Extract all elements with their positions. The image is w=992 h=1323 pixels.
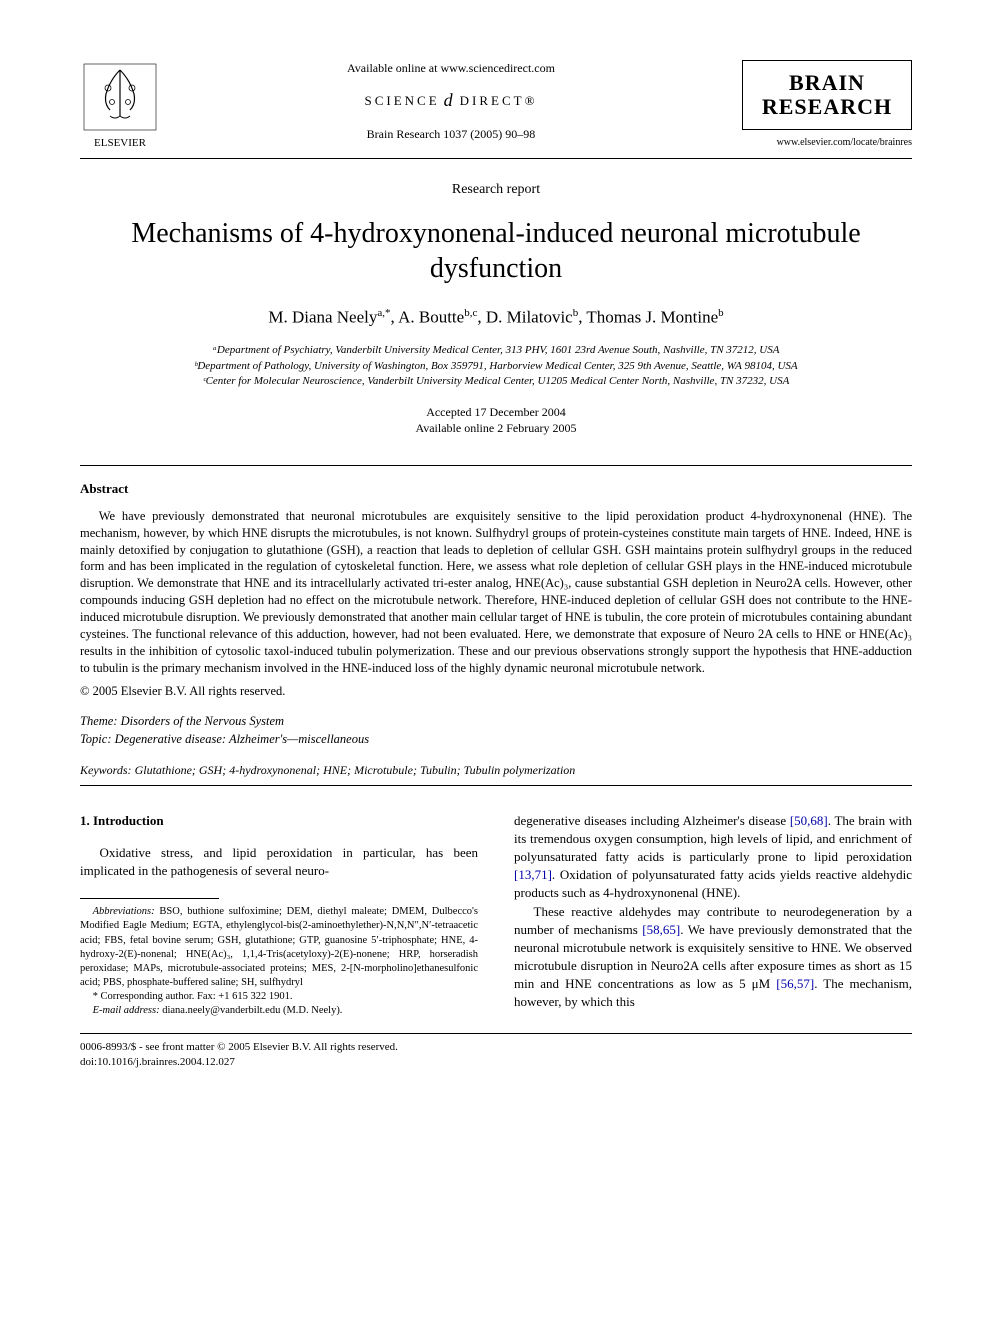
intro-heading: 1. Introduction: [80, 812, 478, 830]
footnote-rule: [80, 898, 219, 899]
affiliation-a: ᵃDepartment of Psychiatry, Vanderbilt Un…: [80, 343, 912, 358]
affiliation-c: ᶜCenter for Molecular Neuroscience, Vand…: [80, 374, 912, 389]
ref-50-68[interactable]: [50,68]: [790, 813, 828, 828]
column-left: 1. Introduction Oxidative stress, and li…: [80, 812, 478, 1019]
abbrev-label: Abbreviations:: [93, 906, 155, 917]
available-online-text: Available online at www.sciencedirect.co…: [180, 60, 722, 76]
ref-56-57[interactable]: [56,57]: [776, 976, 814, 991]
footer-front-matter: 0006-8993/$ - see front matter © 2005 El…: [80, 1040, 912, 1055]
corresponding-author: * Corresponding author. Fax: +1 615 322 …: [80, 990, 478, 1004]
ref-13-71[interactable]: [13,71]: [514, 867, 552, 882]
topic-value: Degenerative disease: Alzheimer's—miscel…: [115, 732, 369, 746]
accepted-date: Accepted 17 December 2004: [80, 404, 912, 421]
sciencedirect-left: SCIENCE: [365, 92, 440, 110]
sciencedirect-right: DIRECT®: [460, 92, 538, 110]
body-columns: 1. Introduction Oxidative stress, and li…: [80, 812, 912, 1019]
header-center: Available online at www.sciencedirect.co…: [160, 60, 742, 143]
keywords-line: Keywords: Glutathione; GSH; 4-hydroxynon…: [80, 762, 912, 778]
theme-topic-block: Theme: Disorders of the Nervous System T…: [80, 713, 912, 748]
journal-url: www.elsevier.com/locate/brainres: [742, 136, 912, 150]
sciencedirect-logo: SCIENCE d DIRECT®: [180, 88, 722, 112]
journal-title-line2: RESEARCH: [757, 95, 897, 119]
footer-rule: [80, 1033, 912, 1034]
column-right: degenerative diseases including Alzheime…: [514, 812, 912, 1019]
keywords-value: Glutathione; GSH; 4-hydroxynonenal; HNE;…: [135, 763, 576, 777]
col2-p1-a: degenerative diseases including Alzheime…: [514, 813, 790, 828]
topic-label: Topic:: [80, 732, 112, 746]
article-title: Mechanisms of 4-hydroxynonenal-induced n…: [80, 216, 912, 286]
journal-title-line1: BRAIN: [757, 71, 897, 95]
author-list: M. Diana Neelya,*, A. Boutteb,c, D. Mila…: [80, 306, 912, 330]
theme-label: Theme:: [80, 714, 118, 728]
article-type: Research report: [80, 181, 912, 200]
abstract-bottom-rule: [80, 785, 912, 786]
header-rule: [80, 158, 912, 159]
abstract-copyright: © 2005 Elsevier B.V. All rights reserved…: [80, 683, 912, 700]
email-label: E-mail address:: [93, 1005, 160, 1016]
footer-doi: doi:10.1016/j.brainres.2004.12.027: [80, 1055, 912, 1070]
publication-dates: Accepted 17 December 2004 Available onli…: [80, 404, 912, 438]
online-date: Available online 2 February 2005: [80, 420, 912, 437]
email-value: diana.neely@vanderbilt.edu (M.D. Neely).: [162, 1005, 342, 1016]
affiliations: ᵃDepartment of Psychiatry, Vanderbilt Un…: [80, 343, 912, 389]
elsevier-label: ELSEVIER: [94, 137, 147, 149]
intro-col2-p2: These reactive aldehydes may contribute …: [514, 903, 912, 1012]
footnotes: Abbreviations: BSO, buthione sulfoximine…: [80, 905, 478, 1018]
theme-line: Theme: Disorders of the Nervous System: [80, 713, 912, 731]
sciencedirect-at-icon: d: [444, 88, 456, 112]
abstract-body: We have previously demonstrated that neu…: [80, 508, 912, 677]
topic-line: Topic: Degenerative disease: Alzheimer's…: [80, 731, 912, 749]
elsevier-tree-icon: ELSEVIER: [80, 60, 160, 150]
intro-col1-p1: Oxidative stress, and lipid peroxidation…: [80, 844, 478, 880]
theme-value: Disorders of the Nervous System: [121, 714, 284, 728]
abbrev-body: BSO, buthione sulfoximine; DEM, diethyl …: [80, 906, 478, 988]
affiliation-b: ᵇDepartment of Pathology, University of …: [80, 359, 912, 374]
email-line: E-mail address: diana.neely@vanderbilt.e…: [80, 1004, 478, 1018]
journal-brand: BRAIN RESEARCH www.elsevier.com/locate/b…: [742, 60, 912, 150]
intro-col2-p1: degenerative diseases including Alzheime…: [514, 812, 912, 903]
abbreviations: Abbreviations: BSO, buthione sulfoximine…: [80, 905, 478, 990]
ref-58-65[interactable]: [58,65]: [642, 922, 680, 937]
citation-line: Brain Research 1037 (2005) 90–98: [180, 126, 722, 142]
abstract-heading: Abstract: [80, 480, 912, 498]
col2-p1-c: . Oxidation of polyunsaturated fatty aci…: [514, 867, 912, 900]
journal-title-box: BRAIN RESEARCH: [742, 60, 912, 130]
abstract-top-rule: [80, 465, 912, 466]
elsevier-logo: ELSEVIER: [80, 60, 160, 150]
page-header: ELSEVIER Available online at www.science…: [80, 60, 912, 150]
keywords-label: Keywords:: [80, 763, 132, 777]
